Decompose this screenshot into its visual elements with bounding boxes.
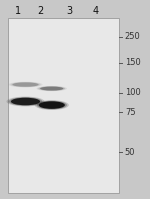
- Ellipse shape: [37, 86, 67, 91]
- Bar: [8, 18, 118, 193]
- Text: 250: 250: [125, 32, 141, 41]
- Ellipse shape: [12, 82, 39, 87]
- Text: 50: 50: [125, 148, 135, 157]
- Text: 3: 3: [66, 6, 72, 16]
- Ellipse shape: [40, 87, 63, 91]
- Text: 100: 100: [125, 88, 141, 97]
- Ellipse shape: [10, 82, 41, 87]
- Ellipse shape: [37, 101, 67, 109]
- Text: 2: 2: [37, 6, 44, 16]
- Ellipse shape: [39, 101, 65, 109]
- Text: 1: 1: [15, 6, 21, 16]
- Ellipse shape: [9, 97, 42, 106]
- Text: 75: 75: [125, 108, 135, 117]
- Text: 4: 4: [93, 6, 99, 16]
- Text: 150: 150: [125, 58, 141, 67]
- Ellipse shape: [6, 97, 45, 106]
- Ellipse shape: [35, 100, 69, 110]
- Ellipse shape: [8, 82, 43, 87]
- Ellipse shape: [11, 98, 40, 105]
- Ellipse shape: [38, 86, 65, 91]
